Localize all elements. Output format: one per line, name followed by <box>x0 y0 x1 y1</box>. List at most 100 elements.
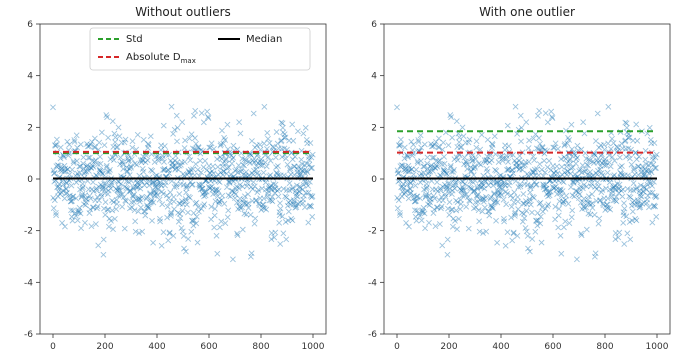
data-point <box>637 204 644 211</box>
data-point <box>583 183 590 190</box>
data-point <box>443 183 450 190</box>
data-point <box>596 144 602 151</box>
data-point <box>396 142 402 148</box>
data-point <box>395 169 402 176</box>
data-point <box>441 181 448 188</box>
data-point <box>301 167 308 174</box>
data-point <box>510 229 517 236</box>
data-point <box>143 195 150 202</box>
data-point <box>225 164 232 171</box>
data-point <box>449 134 456 141</box>
data-point <box>635 199 642 205</box>
data-point <box>635 163 641 170</box>
data-point <box>556 198 563 205</box>
data-point <box>218 155 225 162</box>
data-point <box>250 171 257 178</box>
data-point <box>485 182 492 189</box>
data-point <box>255 187 262 193</box>
data-point <box>305 219 312 226</box>
data-point <box>216 198 223 205</box>
data-point <box>135 184 141 190</box>
data-point <box>110 199 117 206</box>
data-point <box>170 232 177 239</box>
data-point <box>206 162 212 169</box>
data-point <box>106 215 113 222</box>
data-point <box>51 169 58 176</box>
data-point <box>85 186 92 193</box>
data-point <box>613 193 620 200</box>
data-point <box>420 208 426 215</box>
data-point <box>122 183 128 190</box>
data-point <box>553 186 560 193</box>
data-point <box>598 152 605 159</box>
data-point <box>553 163 560 170</box>
data-point <box>618 187 625 194</box>
data-point <box>293 204 300 211</box>
data-point <box>124 155 131 162</box>
data-point <box>70 207 76 214</box>
data-point <box>493 178 500 185</box>
data-point <box>234 230 240 237</box>
data-point <box>224 214 231 221</box>
data-point <box>531 194 537 201</box>
data-point <box>484 157 490 164</box>
data-point <box>557 186 564 193</box>
data-point <box>608 193 615 200</box>
data-point <box>214 250 221 257</box>
data-point <box>156 196 163 203</box>
data-point <box>54 184 61 191</box>
data-point <box>601 141 607 148</box>
data-point <box>82 192 89 199</box>
data-point <box>568 184 574 191</box>
data-point <box>117 192 124 198</box>
data-point <box>172 166 179 173</box>
data-point <box>274 140 281 147</box>
data-point <box>605 205 612 212</box>
data-point <box>106 182 113 189</box>
data-point <box>648 140 655 147</box>
data-point <box>103 162 110 169</box>
data-point <box>424 160 431 167</box>
data-point <box>449 206 456 213</box>
data-point <box>531 178 538 185</box>
data-point <box>226 178 233 185</box>
data-point <box>597 142 604 149</box>
data-point <box>612 230 619 236</box>
data-point <box>554 191 561 197</box>
data-point <box>457 185 463 192</box>
data-point <box>294 193 301 200</box>
data-point <box>230 142 237 149</box>
data-point <box>622 137 629 144</box>
data-point <box>594 171 601 178</box>
data-point <box>453 154 460 161</box>
data-point <box>87 154 93 161</box>
data-point <box>571 171 578 178</box>
data-point <box>459 192 466 199</box>
data-point <box>140 153 147 160</box>
data-point <box>545 201 552 208</box>
data-point <box>208 183 215 190</box>
data-point <box>57 155 64 162</box>
data-point <box>245 200 252 207</box>
data-point <box>240 196 247 203</box>
data-point <box>560 179 567 185</box>
data-point <box>239 226 246 233</box>
data-point <box>535 172 542 179</box>
data-point <box>468 155 475 162</box>
data-point <box>596 197 603 204</box>
data-point <box>604 169 611 176</box>
data-point <box>85 164 92 171</box>
data-point <box>305 154 312 160</box>
data-point <box>264 190 271 197</box>
data-point <box>267 172 274 179</box>
data-point <box>428 141 434 147</box>
data-point <box>102 199 109 206</box>
data-point <box>127 187 134 194</box>
data-point <box>650 203 657 210</box>
data-point <box>186 153 193 160</box>
data-point <box>527 183 534 190</box>
data-point <box>185 209 191 216</box>
data-point <box>598 170 605 176</box>
data-point <box>92 157 99 164</box>
data-point <box>557 232 564 239</box>
